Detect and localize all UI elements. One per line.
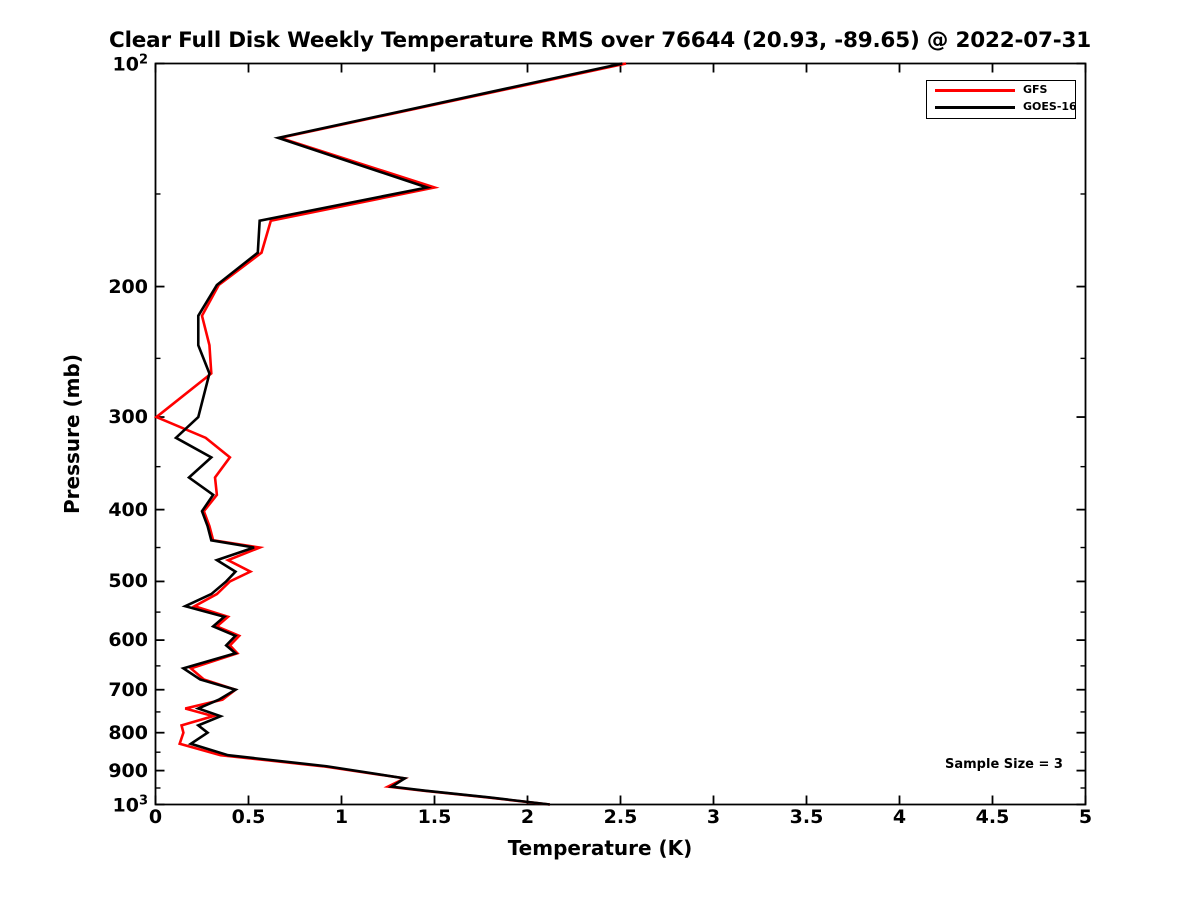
x-axis-label: Temperature (K) [507,836,693,860]
x-tick-label: 2.5 [603,806,638,828]
y-tick-label: 700 [108,678,148,701]
y-tick-label: 200 [108,275,148,298]
legend-label-gfs: GFS [1023,83,1048,96]
y-tick-label: 900 [108,759,148,782]
x-tick-label: 4.5 [975,806,1010,828]
y-tick-label: 400 [108,498,148,521]
y-tick-label: 102 [112,51,149,76]
legend-entry-gfs: GFS [927,82,1077,99]
y-tick-label: 500 [108,570,148,593]
legend-line-goes [935,106,1015,109]
legend-line-gfs [935,89,1015,92]
sample-size-annotation: Sample Size = 3 [945,757,1063,772]
x-tick-label: 5 [1078,806,1093,828]
x-tick-label: 3.5 [789,806,824,828]
y-tick-label: 800 [108,721,148,744]
x-tick-label: 0.5 [231,806,266,828]
series-line-goes-16 [173,62,623,806]
legend-label-goes: GOES-16 [1023,100,1077,113]
y-tick-label: 300 [108,406,148,429]
x-tick-label: 1 [334,806,349,828]
x-tick-label: 2 [520,806,535,828]
legend-entry-goes: GOES-16 [927,99,1077,116]
x-tick-label: 0 [148,806,163,828]
y-tick-label: 103 [112,792,149,817]
chart-title: Clear Full Disk Weekly Temperature RMS o… [109,28,1091,53]
series-line-gfs [153,62,627,806]
x-tick-label: 4 [892,806,907,828]
y-tick-label: 600 [108,629,148,652]
x-tick-label: 1.5 [417,806,452,828]
axes-spines [154,62,1087,806]
legend-box: GFS GOES-16 [926,80,1077,119]
x-tick-label: 3 [706,806,721,828]
